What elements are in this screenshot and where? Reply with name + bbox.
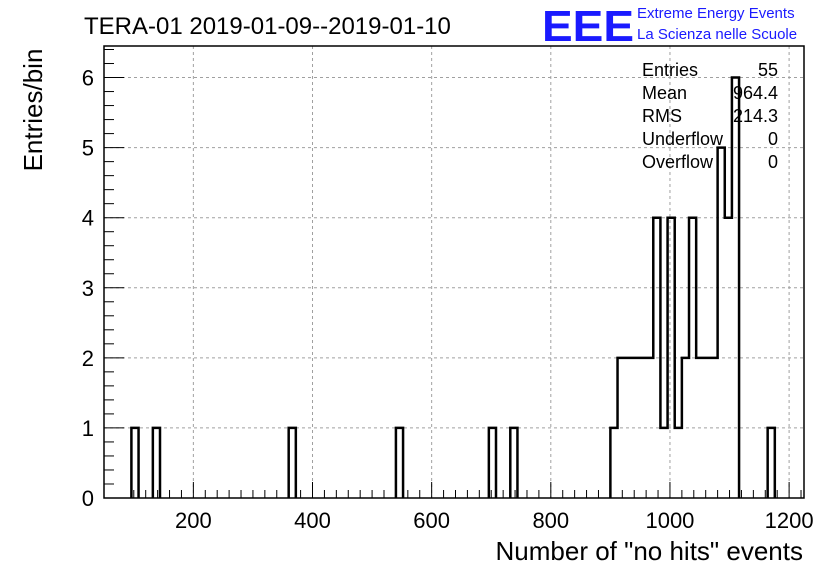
histogram-bin xyxy=(668,218,675,498)
histogram-bin xyxy=(639,358,646,498)
histogram-bin xyxy=(689,218,696,498)
stat-label-mean: Mean xyxy=(642,83,687,103)
y-tick-label: 1 xyxy=(82,416,94,441)
histogram-bin xyxy=(610,428,617,498)
y-tick-label: 5 xyxy=(82,136,94,161)
histogram-bin xyxy=(396,428,403,498)
stat-value-rms: 214.3 xyxy=(733,106,778,126)
stat-label-overflow: Overflow xyxy=(642,152,714,172)
histogram-bin xyxy=(660,428,667,498)
y-tick-label: 3 xyxy=(82,276,94,301)
histogram-bin xyxy=(725,218,732,498)
histogram-bin xyxy=(618,358,625,498)
histogram-bin xyxy=(732,78,739,498)
y-axis-title: Entries/bin xyxy=(18,49,48,172)
plot-frame xyxy=(103,45,805,499)
logo-line2: La Scienza nelle Scuole xyxy=(637,26,797,43)
histogram-bin xyxy=(625,358,632,498)
logo-line1: Extreme Energy Events xyxy=(637,5,795,22)
logo-mark: EEE xyxy=(542,2,634,51)
x-tick-label: 1000 xyxy=(645,508,694,533)
histogram-outline xyxy=(130,76,777,498)
histogram-bin xyxy=(703,358,710,498)
histogram-bin xyxy=(768,428,775,498)
axes: 200 400 600 800 1000 1200 0 1 2 3 4 5 6 xyxy=(82,45,814,533)
histogram-bin xyxy=(489,428,496,498)
x-tick-label: 400 xyxy=(294,508,331,533)
histogram-bin xyxy=(646,358,653,498)
histogram-bin xyxy=(632,358,639,498)
stat-label-underflow: Underflow xyxy=(642,129,724,149)
stat-value-entries: 55 xyxy=(758,60,778,80)
x-tick-label: 600 xyxy=(413,508,450,533)
stats-box: Entries 55 Mean 964.4 RMS 214.3 Underflo… xyxy=(642,60,778,172)
grid-lines xyxy=(104,46,804,498)
stat-value-mean: 964.4 xyxy=(733,83,778,103)
histogram-bin xyxy=(653,218,660,498)
chart-title: TERA-01 2019-01-09--2019-01-10 xyxy=(84,13,451,40)
histogram-bin xyxy=(510,428,517,498)
y-tick-label: 4 xyxy=(82,206,94,231)
histogram-bin xyxy=(289,428,296,498)
x-tick-label: 800 xyxy=(532,508,569,533)
histogram-bin xyxy=(696,358,703,498)
y-tick-label: 6 xyxy=(82,66,94,91)
histogram-bin xyxy=(682,358,689,498)
stat-label-entries: Entries xyxy=(642,60,698,80)
x-tick-label: 200 xyxy=(175,508,212,533)
histogram-bin xyxy=(675,428,682,498)
histogram-bin xyxy=(153,428,160,498)
y-tick-label: 0 xyxy=(82,486,94,511)
histogram-bin xyxy=(710,358,717,498)
stat-label-rms: RMS xyxy=(642,106,682,126)
histogram-bin xyxy=(131,428,138,498)
eee-logo: EEE Extreme Energy Events La Scienza nel… xyxy=(542,2,797,51)
x-axis-title: Number of "no hits" events xyxy=(496,536,804,566)
stat-value-overflow: 0 xyxy=(768,152,778,172)
x-tick-label: 1200 xyxy=(765,508,814,533)
y-tick-label: 2 xyxy=(82,346,94,371)
histogram-bin xyxy=(718,148,725,498)
stat-value-underflow: 0 xyxy=(768,129,778,149)
